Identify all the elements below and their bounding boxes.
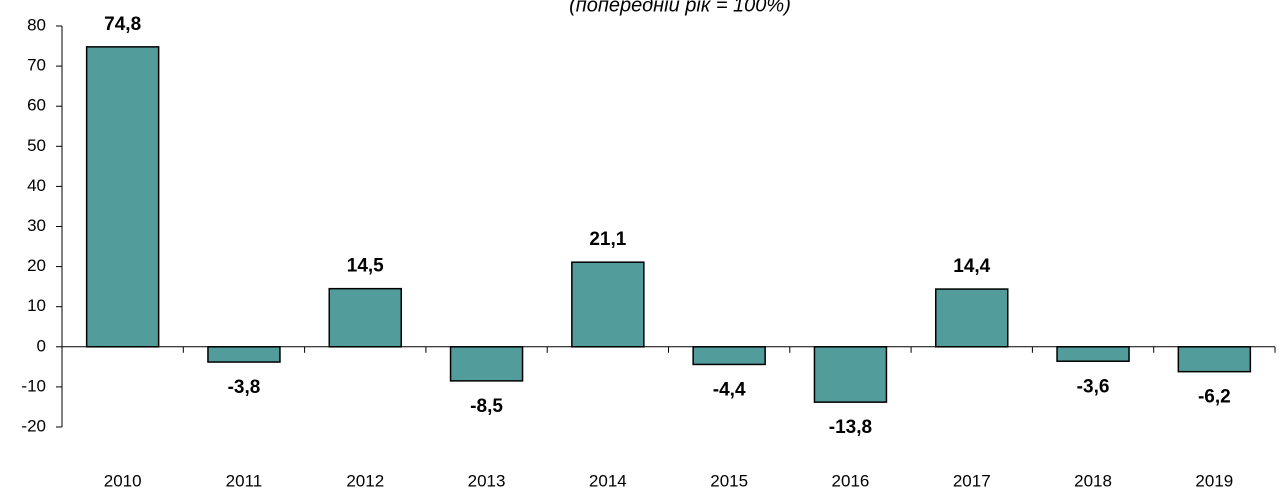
y-tick-label: 70	[27, 56, 46, 75]
y-tick-label: 20	[27, 256, 46, 275]
y-tick-label: 0	[37, 336, 46, 355]
bar	[571, 261, 645, 348]
x-tick-label: 2018	[1074, 471, 1112, 490]
y-tick-label: 50	[27, 136, 46, 155]
value-label: -4,4	[713, 379, 746, 400]
y-tick-label: 30	[27, 216, 46, 235]
y-tick-label: 40	[27, 176, 46, 195]
value-label: -8,5	[470, 396, 503, 417]
bar	[813, 346, 888, 403]
bar	[85, 46, 160, 348]
value-label: 21,1	[589, 229, 626, 250]
value-label: -3,6	[1077, 376, 1110, 397]
x-tick-label: 2015	[710, 471, 748, 490]
y-tick-label: -20	[21, 416, 46, 435]
x-tick-label: 2019	[1195, 471, 1233, 490]
chart-subtitle: (попередній рік = 100%)	[569, 0, 791, 16]
value-label: 74,8	[104, 14, 141, 35]
y-tick-label: 60	[27, 96, 46, 115]
value-label: 14,5	[347, 256, 384, 277]
value-label: 14,4	[953, 256, 990, 277]
bar	[1177, 346, 1252, 373]
bar	[207, 346, 281, 363]
x-tick-label: 2010	[104, 471, 142, 490]
y-tick-label: -10	[21, 376, 46, 395]
x-tick-label: 2011	[226, 471, 263, 490]
bar	[935, 288, 1009, 348]
x-tick-label: 2016	[832, 471, 870, 490]
y-tick-label: 80	[27, 15, 46, 34]
bar	[692, 346, 766, 366]
bar	[328, 287, 402, 348]
x-tick-label: 2013	[468, 471, 506, 490]
bar	[449, 346, 524, 382]
value-label: -6,2	[1198, 387, 1231, 408]
y-tick-label: 10	[27, 296, 46, 315]
bar	[1056, 346, 1130, 362]
value-label: -13,8	[829, 417, 872, 438]
x-tick-label: 2014	[589, 471, 627, 490]
x-tick-label: 2012	[346, 471, 384, 490]
value-label: -3,8	[228, 377, 261, 398]
x-tick-label: 2017	[953, 471, 991, 490]
